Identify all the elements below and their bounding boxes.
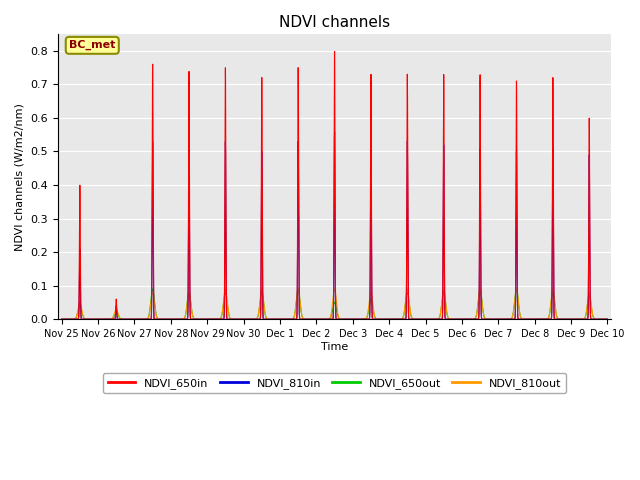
NDVI_810out [85,316,93,322]
NDVI_650out [94,316,102,322]
NDVI_650out [148,286,156,292]
NDVI_650out [58,316,65,322]
Legend: NDVI_650in, NDVI_810in, NDVI_650out, NDVI_810out: NDVI_650in, NDVI_810in, NDVI_650out, NDV… [103,373,566,393]
Line: NDVI_810in: NDVI_810in [61,132,607,319]
NDVI_810in [85,316,93,322]
NDVI_810in [381,316,388,322]
NDVI_650out [404,295,412,300]
NDVI_810in [492,316,499,322]
Line: NDVI_810out: NDVI_810out [61,289,607,319]
NDVI_810in [255,316,263,322]
Title: NDVI channels: NDVI channels [279,15,390,30]
NDVI_650in [331,48,339,54]
NDVI_650in [492,316,499,322]
NDVI_810out [58,316,65,322]
Y-axis label: NDVI channels (W/m2/nm): NDVI channels (W/m2/nm) [15,103,25,251]
NDVI_650out [604,316,611,322]
NDVI_810in [331,129,339,135]
NDVI_810out [492,316,499,322]
NDVI_650out [463,316,470,322]
NDVI_650in [58,316,65,322]
NDVI_810out [258,286,266,292]
Text: BC_met: BC_met [69,40,115,50]
NDVI_810out [381,316,388,322]
NDVI_810out [255,304,263,310]
NDVI_810in [463,316,470,322]
NDVI_810out [404,292,412,298]
X-axis label: Time: Time [321,342,348,352]
NDVI_650out [492,316,499,322]
NDVI_650in [604,316,611,322]
NDVI_650in [463,316,470,322]
NDVI_810out [463,316,470,322]
Line: NDVI_650out: NDVI_650out [61,289,607,319]
NDVI_810in [604,316,611,322]
NDVI_650out [255,305,263,311]
Line: NDVI_650in: NDVI_650in [61,51,607,319]
NDVI_650in [255,316,263,322]
NDVI_650in [404,309,412,315]
NDVI_650in [85,316,93,322]
NDVI_810in [58,316,65,322]
NDVI_810out [94,316,102,322]
NDVI_810out [604,316,611,322]
NDVI_810in [404,311,412,317]
NDVI_650in [381,316,388,322]
NDVI_650out [381,316,388,322]
NDVI_650out [85,316,93,322]
